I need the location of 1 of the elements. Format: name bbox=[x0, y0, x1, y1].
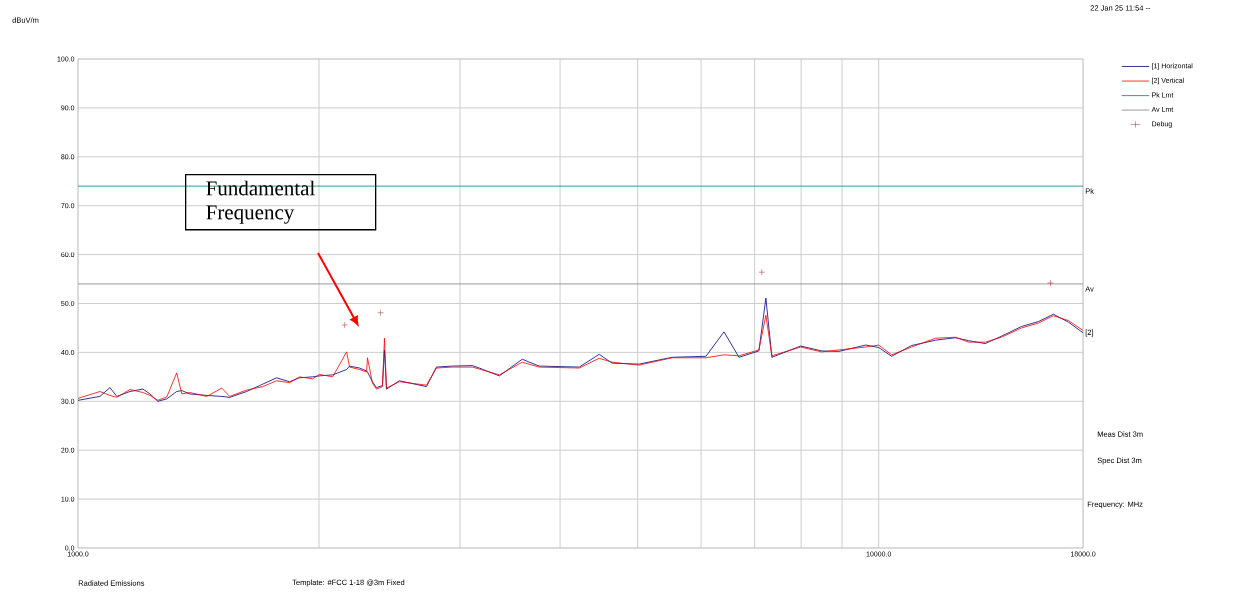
annotation: Fundamental Frequency bbox=[206, 180, 315, 224]
